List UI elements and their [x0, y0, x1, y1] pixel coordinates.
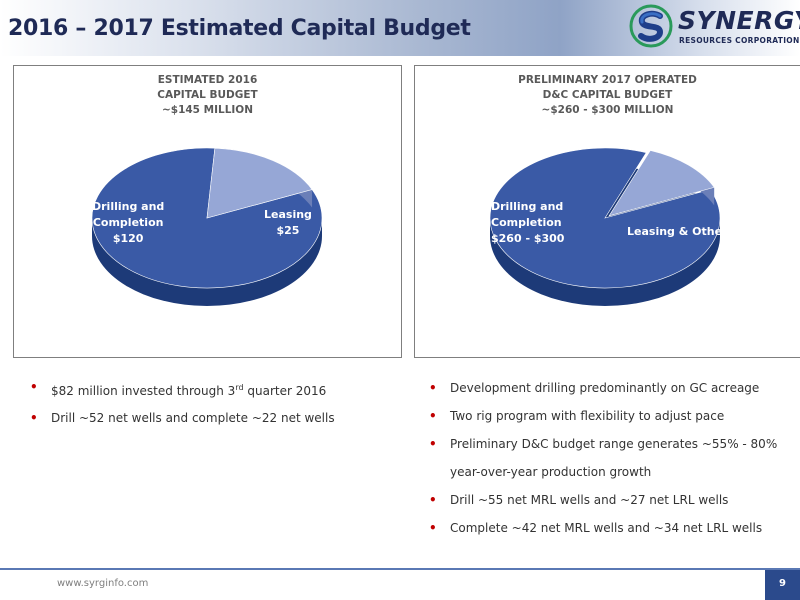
footer-url: www.syrginfo.com	[57, 578, 149, 589]
page-title: 2016 – 2017 Estimated Capital Budget	[8, 16, 471, 41]
synergy-logo: SYNERGY RESOURCES CORPORATION	[628, 3, 800, 49]
header-bar: 2016 – 2017 Estimated Capital Budget SYN…	[0, 0, 800, 56]
bullet-superscript: rd	[235, 383, 244, 392]
chart-panel-2017: PRELIMINARY 2017 OPERATED D&C CAPITAL BU…	[414, 65, 800, 358]
chart-title-line: CAPITAL BUDGET	[157, 89, 258, 101]
logo-subtitle: RESOURCES CORPORATION	[679, 36, 800, 45]
chart-title-line: ESTIMATED 2016	[157, 74, 258, 86]
slice-label-line: Completion	[92, 216, 164, 229]
slice-label-line: Drilling and	[491, 200, 564, 213]
pie-slice-leasing	[206, 147, 313, 219]
chart-title-2017: PRELIMINARY 2017 OPERATED D&C CAPITAL BU…	[415, 73, 800, 118]
bullet-item: $82 million invested through 3rd quarter…	[25, 374, 395, 405]
page-number: 9	[765, 570, 800, 600]
synergy-s-icon	[629, 4, 673, 48]
slice-label-drilling: Drilling and Completion $120	[92, 199, 164, 247]
bullet-item: Preliminary D&C budget range generates ~…	[424, 430, 800, 458]
slice-label-line: $120	[112, 232, 144, 245]
slice-label-leasing: Leasing $25	[264, 207, 312, 239]
bullet-text: quarter 2016	[243, 384, 327, 398]
pie-slice-leasing-other	[608, 150, 715, 217]
slice-label-drilling: Drilling and Completion $260 - $300	[491, 199, 564, 247]
chart-panel-2016: ESTIMATED 2016 CAPITAL BUDGET ~$145 MILL…	[13, 65, 402, 358]
pie-slice-drilling-and-completion	[489, 147, 721, 289]
slice-label-line: Leasing	[264, 208, 312, 221]
slice-label-line: $25	[276, 224, 300, 237]
bullet-item: Complete ~42 net MRL wells and ~34 net L…	[424, 514, 800, 542]
bullet-list-2017: Development drilling predominantly on GC…	[424, 374, 800, 542]
footer-divider	[0, 568, 800, 570]
chart-title-line: ~$145 MILLION	[161, 104, 254, 116]
bullet-continuation: year-over-year production growth	[450, 465, 652, 479]
slice-label-line: Drilling and	[92, 200, 165, 213]
bullet-item: Two rig program with flexibility to adju…	[424, 402, 800, 430]
bullet-text: $82 million invested through 3	[51, 384, 236, 398]
chart-title-line: D&C CAPITAL BUDGET	[542, 89, 673, 101]
chart-title-2016: ESTIMATED 2016 CAPITAL BUDGET ~$145 MILL…	[14, 73, 401, 118]
bullet-item: Drill ~52 net wells and complete ~22 net…	[25, 405, 395, 432]
chart-title-line: PRELIMINARY 2017 OPERATED	[518, 74, 697, 86]
pie-chart-2017	[489, 147, 721, 306]
slice-label-line: $260 - $300	[491, 232, 565, 245]
logo-wordmark: SYNERGY	[678, 6, 800, 35]
slice-label-line: Completion	[491, 216, 562, 229]
bullet-item: Drill ~55 net MRL wells and ~27 net LRL …	[424, 486, 800, 514]
chart-title-line: ~$260 - $300 MILLION	[541, 104, 674, 116]
bullet-item: Development drilling predominantly on GC…	[424, 374, 800, 402]
slice-label-leasing-other: Leasing & Other	[627, 225, 728, 238]
pie-chart-2016	[91, 147, 323, 306]
bullet-list-2016: $82 million invested through 3rd quarter…	[25, 374, 395, 432]
